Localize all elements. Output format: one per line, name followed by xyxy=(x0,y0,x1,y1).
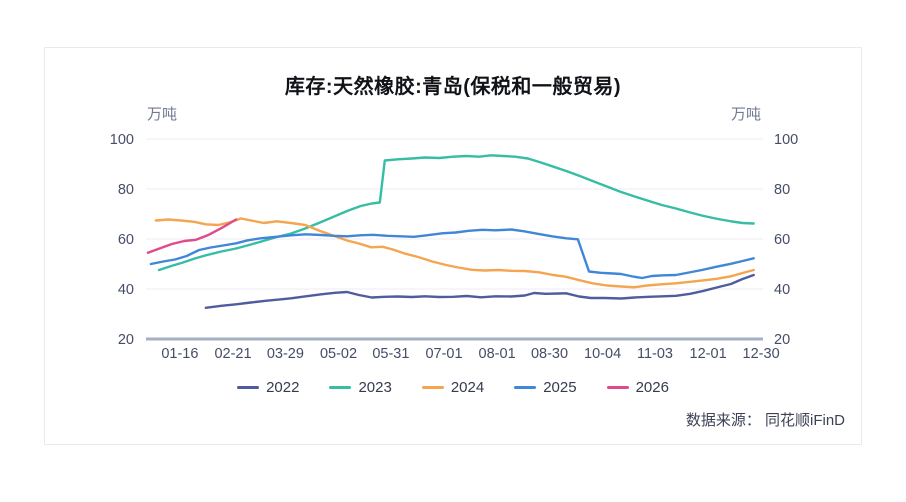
series-line-2026 xyxy=(146,218,238,255)
x-axis-tick: 10-04 xyxy=(584,346,621,362)
legend-label-2022: 2022 xyxy=(266,379,300,396)
x-axis-tick: 08-30 xyxy=(531,346,568,362)
y-axis-tick-left: 100 xyxy=(110,132,134,148)
x-axis-tick: 12-30 xyxy=(743,346,780,362)
y-axis-tick-right: 80 xyxy=(774,182,790,198)
x-axis-tick: 01-16 xyxy=(161,346,198,362)
series-line-2023 xyxy=(157,154,755,272)
legend-item-2026[interactable]: 2026 xyxy=(606,379,669,396)
y-axis-tick-left: 60 xyxy=(118,232,134,248)
y-axis-unit-left: 万吨 xyxy=(147,106,178,123)
legend-swatch-2023 xyxy=(329,386,352,389)
x-axis-tick: 08-01 xyxy=(479,346,516,362)
legend: 2022 2023 2024 2025 2026 xyxy=(45,379,861,396)
plot-area[interactable]: 20 20 40 40 60 60 80 80 100 100 01-16 02-21 03-29 05-… xyxy=(45,48,863,446)
chart-title: 库存:天然橡胶:青岛(保税和一般贸易) xyxy=(284,76,622,98)
y-axis-tick-right: 20 xyxy=(774,332,790,348)
legend-item-2024[interactable]: 2024 xyxy=(421,379,485,396)
x-axis-tick: 05-02 xyxy=(320,346,357,362)
series-line-2024 xyxy=(154,217,755,289)
y-axis-tick-left: 20 xyxy=(118,332,134,348)
x-axis-tick: 11-03 xyxy=(637,346,673,362)
legend-swatch-2026 xyxy=(606,386,629,389)
legend-swatch-2024 xyxy=(421,386,444,389)
y-axis-unit-right: 万吨 xyxy=(731,106,762,123)
legend-swatch-2022 xyxy=(237,386,260,389)
data-source-label: 数据来源： 同花顺iFinD xyxy=(685,412,845,429)
legend-label-2026: 2026 xyxy=(635,379,669,396)
legend-item-2025[interactable]: 2025 xyxy=(514,379,577,396)
chart-card: 库存:天然橡胶:青岛(保税和一般贸易) 万吨 万吨 20 20 40 40 60 60 80… xyxy=(44,47,862,445)
x-axis-tick: 02-21 xyxy=(214,346,251,362)
legend-label-2025: 2025 xyxy=(543,379,577,396)
legend-item-2022[interactable]: 2022 xyxy=(237,379,299,396)
legend-item-2023[interactable]: 2023 xyxy=(329,379,392,396)
x-axis-tick: 05-31 xyxy=(372,346,409,362)
x-axis-tick: 07-01 xyxy=(425,346,462,362)
legend-label-2023: 2023 xyxy=(358,379,392,396)
y-axis-tick-left: 40 xyxy=(118,282,134,298)
x-axis-tick: 12-01 xyxy=(690,346,727,362)
x-axis-tick: 03-29 xyxy=(267,346,304,362)
y-axis-tick-right: 40 xyxy=(774,282,790,298)
series-line-2025 xyxy=(149,228,755,280)
y-axis-tick-right: 60 xyxy=(774,232,790,248)
y-axis-tick-right: 100 xyxy=(774,132,798,148)
y-axis-tick-left: 80 xyxy=(118,182,134,198)
legend-swatch-2025 xyxy=(514,386,537,389)
series-line-2022 xyxy=(204,273,755,309)
legend-label-2024: 2024 xyxy=(450,379,485,396)
